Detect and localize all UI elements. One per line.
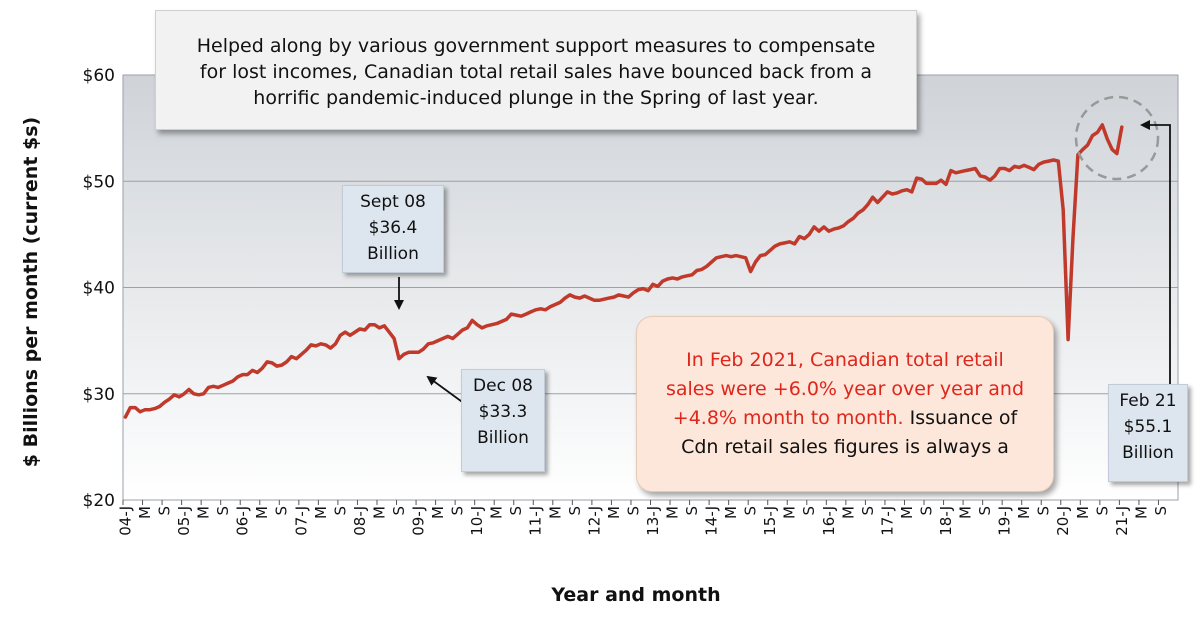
x-tick-label: S bbox=[1035, 506, 1053, 516]
callout-dec08-line-1: Dec 08 bbox=[473, 376, 533, 396]
x-tick-label: 17-J bbox=[878, 506, 896, 536]
feb-note-line-3: +4.8% month to month. Issuance of bbox=[637, 404, 1053, 433]
x-tick-label: M bbox=[1132, 506, 1150, 519]
x-tick-label: S bbox=[800, 506, 818, 516]
x-tick-label: M bbox=[136, 506, 154, 519]
x-tick-label: 19-J bbox=[996, 506, 1014, 536]
callout-dec08: Dec 08 $33.3 Billion bbox=[461, 369, 545, 472]
x-tick-label: 09-J bbox=[409, 506, 427, 536]
x-tick-label: S bbox=[156, 506, 174, 516]
x-tick-label: 20-J bbox=[1054, 506, 1072, 536]
callout-feb21-line-3: Billion bbox=[1122, 443, 1174, 463]
x-tick-label: M bbox=[722, 506, 740, 519]
callout-sept08-line-2: $36.4 bbox=[368, 218, 418, 238]
x-tick-label: M bbox=[1015, 506, 1033, 519]
x-tick-label: M bbox=[839, 506, 857, 519]
x-tick-label: M bbox=[663, 506, 681, 519]
x-tick-label: M bbox=[312, 506, 330, 519]
feb-note-red-2: sales were +6.0% year over year and bbox=[665, 378, 1025, 400]
x-tick-label: M bbox=[488, 506, 506, 519]
x-tick-label: 14-J bbox=[703, 506, 721, 536]
x-tick-label: S bbox=[331, 506, 349, 516]
x-tick-label: S bbox=[566, 506, 584, 516]
y-axis-title: $ Billions per month (current $s) bbox=[20, 117, 42, 467]
feb-note-line-4: Cdn retail sales figures is always a bbox=[637, 433, 1053, 462]
x-tick-label: 05-J bbox=[175, 506, 193, 536]
feb-note-line-1: In Feb 2021, Canadian total retail bbox=[637, 346, 1053, 375]
feb-note-red-3: +4.8% month to month. bbox=[672, 407, 904, 429]
y-tick-label: $50 bbox=[83, 172, 115, 192]
x-tick-label: 15-J bbox=[761, 506, 779, 536]
headline-line-1: Helped along by various government suppo… bbox=[196, 35, 876, 57]
feb-note-red-1: In Feb 2021, Canadian total retail bbox=[686, 349, 1004, 371]
x-tick-label: S bbox=[859, 506, 877, 516]
feb-note-black-3: Issuance of bbox=[903, 407, 1018, 429]
x-tick-label: 21-J bbox=[1113, 506, 1131, 536]
y-tick-label: $30 bbox=[83, 385, 115, 405]
x-tick-label: M bbox=[253, 506, 271, 519]
x-tick-label: 06-J bbox=[234, 506, 252, 536]
x-tick-label: S bbox=[917, 506, 935, 516]
series-line-retail-sales bbox=[123, 123, 1124, 419]
y-axis-ticks: $20 $30 $40 $50 $60 bbox=[83, 66, 115, 511]
x-tick-label: M bbox=[429, 506, 447, 519]
x-tick-label: M bbox=[605, 506, 623, 519]
feb-note-black-4: Cdn retail sales figures is always a bbox=[681, 436, 1009, 458]
x-tick-label: S bbox=[742, 506, 760, 516]
x-tick-label: S bbox=[449, 506, 467, 516]
callout-dec08-line-3: Billion bbox=[477, 428, 529, 448]
x-tick-label: S bbox=[1093, 506, 1111, 516]
x-tick-label: M bbox=[195, 506, 213, 519]
callout-sept08-line-1: Sept 08 bbox=[360, 192, 426, 212]
x-tick-label: 11-J bbox=[527, 506, 545, 536]
x-axis-ticks: 04-J M S 05-J M S 06-J M S 07-J M S 08-J M S 09-J M S 10-J… bbox=[116, 500, 1170, 536]
x-tick-label: M bbox=[781, 506, 799, 519]
feb-2021-note: In Feb 2021, Canadian total retail sales… bbox=[636, 316, 1054, 492]
x-tick-label: 16-J bbox=[820, 506, 838, 536]
x-tick-label: 12-J bbox=[585, 506, 603, 536]
x-tick-label: M bbox=[1074, 506, 1092, 519]
headline-line-3: horrific pandemic-induced plunge in the … bbox=[253, 87, 819, 109]
x-tick-label: 04-J bbox=[116, 506, 134, 536]
callout-feb21-line-2: $55.1 bbox=[1123, 417, 1173, 437]
x-tick-label: S bbox=[214, 506, 232, 516]
x-tick-label: S bbox=[507, 506, 525, 516]
x-tick-label: S bbox=[976, 506, 994, 516]
x-tick-label: M bbox=[370, 506, 388, 519]
y-tick-label: $60 bbox=[83, 66, 115, 86]
headline-line-2: for lost incomes, Canadian total retail … bbox=[199, 61, 873, 83]
x-tick-label: 13-J bbox=[644, 506, 662, 536]
x-tick-label: S bbox=[683, 506, 701, 516]
x-tick-label: S bbox=[390, 506, 408, 516]
x-tick-label: M bbox=[898, 506, 916, 519]
feb-note-line-2: sales were +6.0% year over year and bbox=[637, 375, 1053, 404]
arrow-feb21 bbox=[1140, 120, 1171, 384]
headline-note: Helped along by various government suppo… bbox=[155, 10, 917, 130]
x-tick-label: S bbox=[273, 506, 291, 516]
x-tick-label: 18-J bbox=[937, 506, 955, 536]
callout-feb21-line-1: Feb 21 bbox=[1119, 391, 1177, 411]
y-tick-label: $40 bbox=[83, 279, 115, 299]
y-tick-label: $20 bbox=[83, 491, 115, 511]
callout-feb21: Feb 21 $55.1 Billion bbox=[1108, 384, 1188, 482]
x-tick-label: 08-J bbox=[351, 506, 369, 536]
x-tick-label: S bbox=[624, 506, 642, 516]
x-tick-label: 10-J bbox=[468, 506, 486, 536]
callout-sept08: Sept 08 $36.4 Billion bbox=[342, 185, 444, 273]
x-tick-label: S bbox=[1152, 506, 1170, 516]
x-tick-label: 07-J bbox=[292, 506, 310, 536]
callout-sept08-line-3: Billion bbox=[367, 244, 419, 264]
x-tick-label: M bbox=[957, 506, 975, 519]
highlight-circle bbox=[1074, 95, 1160, 181]
callout-dec08-line-2: $33.3 bbox=[478, 402, 528, 422]
x-axis-title: Year and month bbox=[550, 584, 720, 606]
x-tick-label: M bbox=[546, 506, 564, 519]
